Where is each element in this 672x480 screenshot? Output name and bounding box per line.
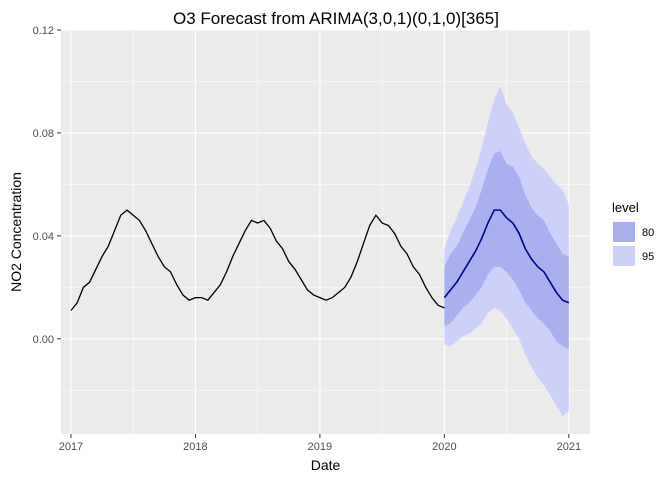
y-tick-label-0.00: 0.00 [33,334,54,346]
legend-title: level [612,200,639,215]
x-tick-label-2020: 2020 [432,441,456,453]
x-tick-label-2017: 2017 [59,441,83,453]
band-80 [444,150,569,350]
x-tick-label-2019: 2019 [308,441,332,453]
legend-label-95: 95 [642,251,654,263]
chart-title: O3 Forecast from ARIMA(3,0,1)(0,1,0)[365… [173,9,499,28]
x-tick-label-2018: 2018 [183,441,207,453]
legend-label-80: 80 [642,227,654,239]
y-tick-label-0.08: 0.08 [33,128,54,140]
y-tick-label-0.04: 0.04 [33,231,54,243]
y-tick-label-0.12: 0.12 [33,25,54,37]
legend-key-95 [613,246,635,266]
x-tick-label-2021: 2021 [557,441,581,453]
observed-line [70,209,445,311]
band-80-layer [444,150,569,350]
forecast-line [443,209,570,304]
series-lines [70,209,570,311]
x-axis-title: Date [311,457,341,473]
y-axis-ticks: 0.00 0.04 0.08 0.12 [33,25,61,346]
legend: level 80 95 [612,200,654,266]
x-axis-ticks: 2017 2018 2019 2020 2021 [59,434,581,453]
y-axis-title: NO2 Concentration [8,172,24,292]
legend-key-80 [613,222,635,242]
